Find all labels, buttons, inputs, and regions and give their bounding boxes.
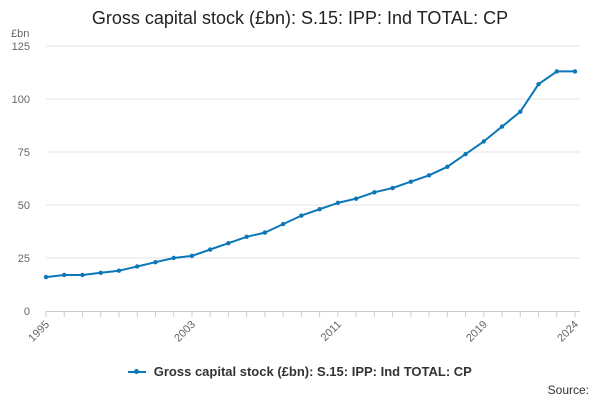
legend-label: Gross capital stock (£bn): S.15: IPP: In… xyxy=(153,364,472,379)
axes xyxy=(45,311,580,317)
y-tick-label: 75 xyxy=(18,147,30,159)
data-point[interactable] xyxy=(372,190,377,195)
data-point[interactable] xyxy=(135,264,140,269)
source-label: Source: xyxy=(547,383,589,397)
x-tick-label: 1995 xyxy=(26,319,52,345)
data-point[interactable] xyxy=(408,179,414,184)
chart-legend[interactable]: Gross capital stock (£bn): S.15: IPP: In… xyxy=(0,364,600,379)
data-point[interactable] xyxy=(244,234,249,239)
data-point[interactable] xyxy=(153,260,158,265)
data-point[interactable] xyxy=(189,253,195,259)
data-point[interactable] xyxy=(80,272,85,278)
y-tick-label: 100 xyxy=(12,94,30,106)
data-point[interactable] xyxy=(481,139,486,144)
gridlines xyxy=(46,45,580,259)
x-tick-labels: 1995 2003 2011 2019 2024 xyxy=(26,319,581,345)
x-tick-label: 2024 xyxy=(555,319,581,345)
y-tick-label: 25 xyxy=(18,253,30,265)
y-tick-label: 125 xyxy=(12,41,30,53)
y-tick-labels: 0 25 50 75 100 125 xyxy=(12,41,30,318)
data-point[interactable] xyxy=(317,207,322,212)
series-layer xyxy=(43,69,578,280)
data-point[interactable] xyxy=(390,185,395,191)
data-point[interactable] xyxy=(335,200,341,206)
data-point[interactable] xyxy=(518,109,523,114)
data-point[interactable] xyxy=(463,151,468,157)
data-point[interactable] xyxy=(262,230,268,235)
x-tick-label: 2003 xyxy=(172,319,198,345)
y-axis-unit-label: £bn xyxy=(11,28,29,40)
data-point[interactable] xyxy=(445,164,450,170)
y-tick-label: 0 xyxy=(24,306,30,318)
x-tick-label: 2019 xyxy=(464,319,490,345)
data-point[interactable] xyxy=(299,213,304,218)
data-point[interactable] xyxy=(62,272,67,278)
data-point[interactable] xyxy=(554,69,559,74)
data-point[interactable] xyxy=(572,69,578,74)
series-line xyxy=(45,70,575,279)
data-point[interactable] xyxy=(171,255,176,261)
data-point[interactable] xyxy=(207,247,213,252)
y-tick-label: 50 xyxy=(18,200,30,212)
data-point[interactable] xyxy=(426,173,432,178)
data-point[interactable] xyxy=(226,240,231,246)
data-point[interactable] xyxy=(536,81,541,87)
legend-line-marker-icon xyxy=(128,368,147,374)
data-point[interactable] xyxy=(116,268,122,273)
data-point[interactable] xyxy=(280,221,286,227)
data-point[interactable] xyxy=(499,124,505,129)
chart-title: Gross capital stock (£bn): S.15: IPP: In… xyxy=(91,8,509,28)
data-point[interactable] xyxy=(98,270,103,276)
x-tick-label: 2011 xyxy=(319,319,344,344)
data-point[interactable] xyxy=(353,196,359,201)
data-point[interactable] xyxy=(43,274,49,280)
